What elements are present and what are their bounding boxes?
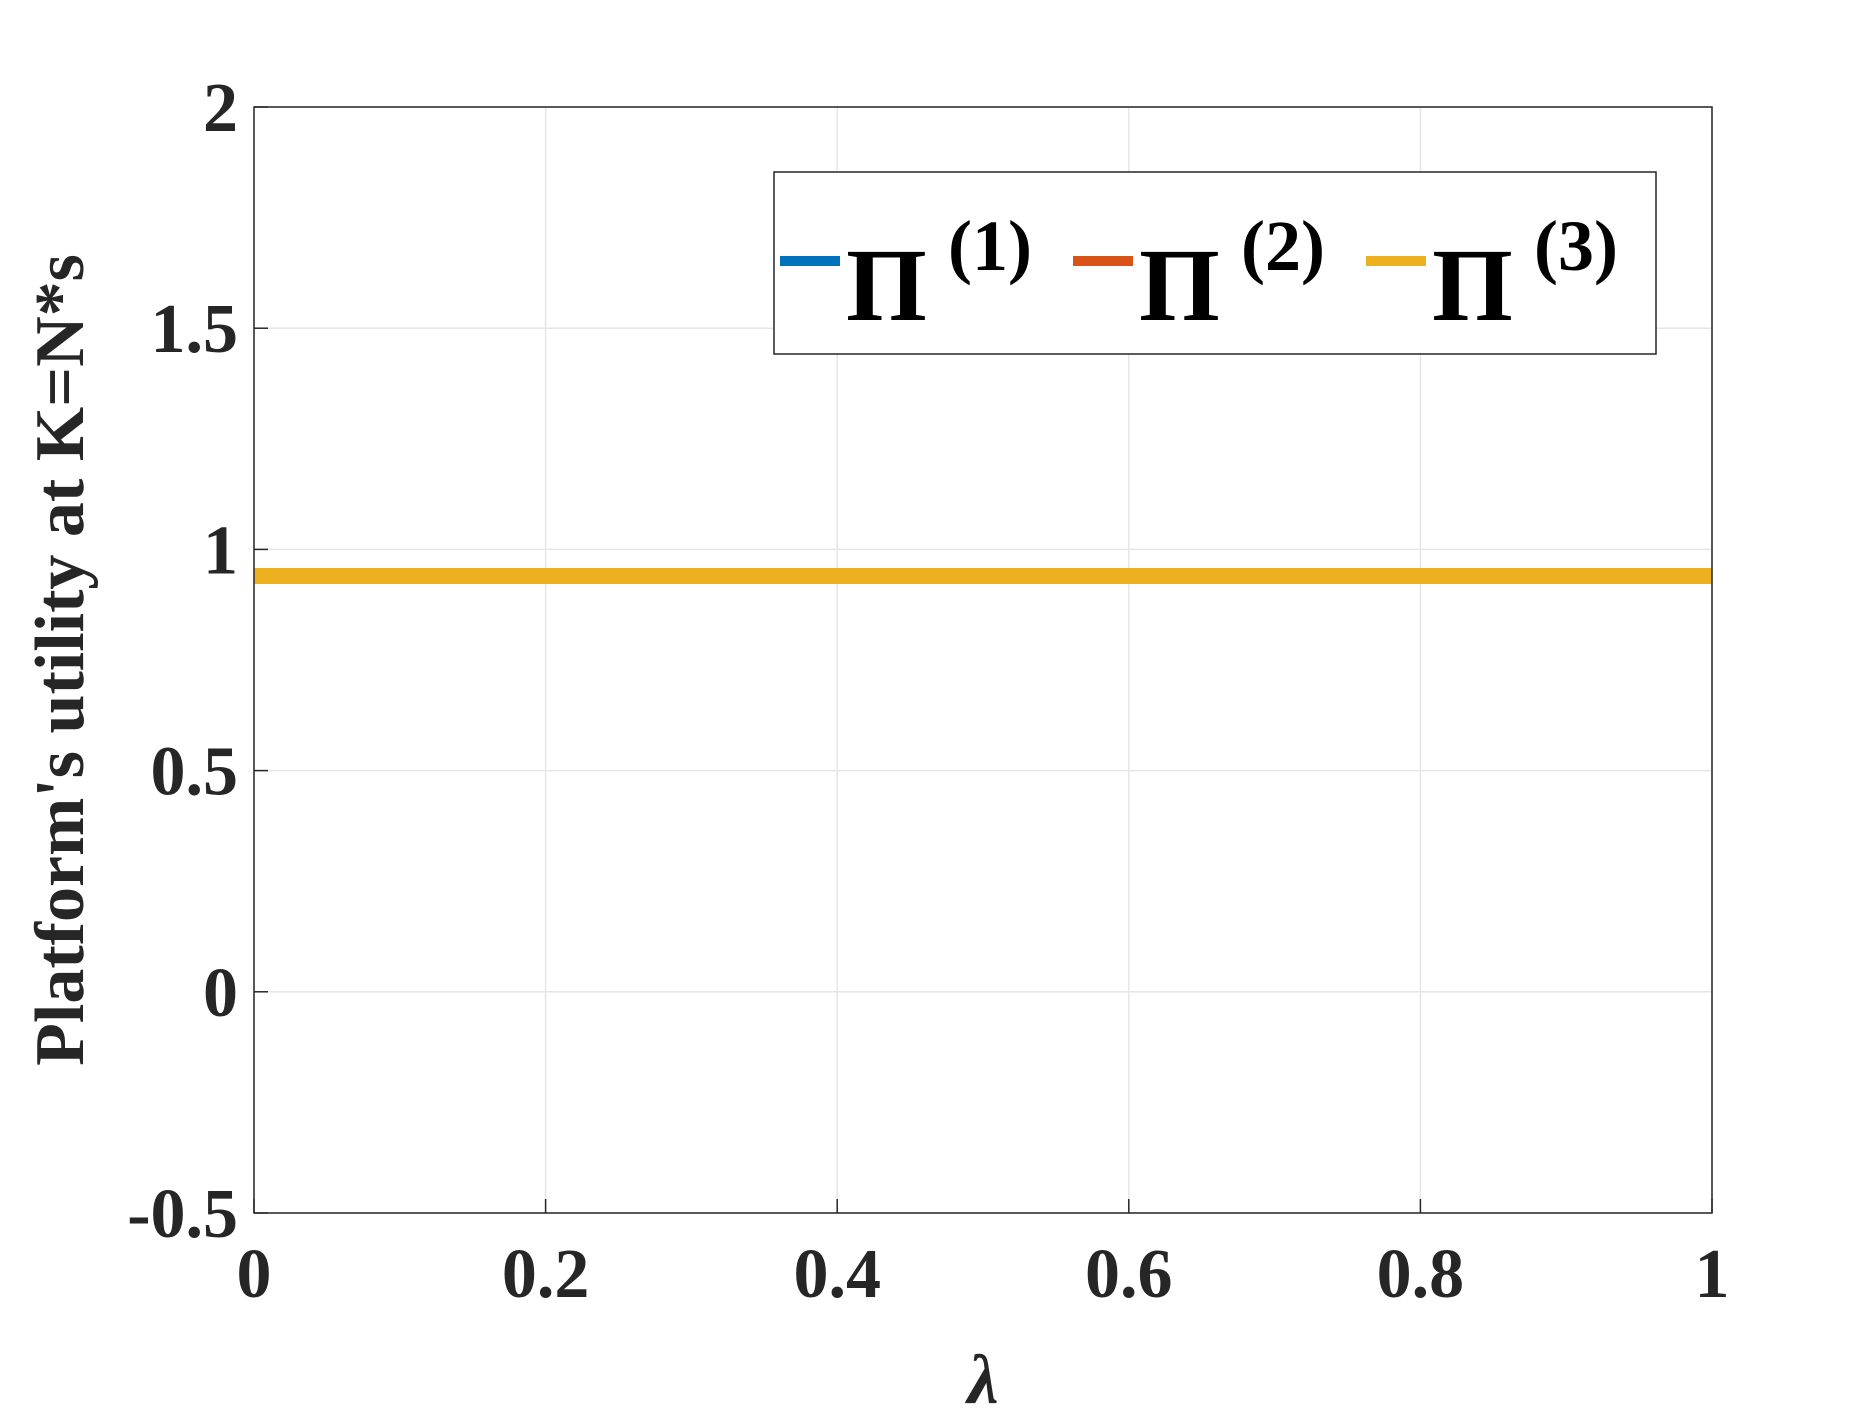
y-tick-label: 1 (203, 512, 238, 589)
x-tick-label: 0.4 (793, 1236, 881, 1313)
legend-superscript-2: (2) (1241, 206, 1325, 286)
y-tick-label: 2 (203, 70, 238, 147)
x-tick-label: 0.6 (1085, 1236, 1173, 1313)
legend-label-2: Π (1139, 228, 1220, 343)
legend-label-1: Π (846, 228, 927, 343)
legend-superscript-3: (3) (1534, 206, 1618, 286)
tick-labels: 0 0.2 0.4 0.6 0.8 1-0.500.511.52 (127, 70, 1729, 1313)
y-tick-label: 0.5 (151, 734, 239, 811)
y-axis-label: Platform's utility at K=N*s (22, 254, 99, 1066)
legend-superscript-1: (1) (948, 206, 1032, 286)
plot-area-frame (253, 106, 1713, 1214)
legend: Π (1) Π (2) Π (3) (773, 171, 1657, 355)
x-tick-label: 0.2 (502, 1236, 590, 1313)
x-axis-label: λ (964, 1342, 998, 1412)
legend-label-3: Π (1432, 228, 1513, 343)
y-tick-label: -0.5 (127, 1176, 238, 1253)
x-tick-label: 0 (237, 1236, 272, 1313)
legend-box (773, 171, 1657, 355)
ticks (253, 106, 1713, 1214)
y-tick-label: 0 (203, 955, 238, 1032)
y-tick-label: 1.5 (151, 291, 239, 368)
x-tick-label: 0.8 (1377, 1236, 1465, 1313)
x-tick-label: 1 (1695, 1236, 1730, 1313)
